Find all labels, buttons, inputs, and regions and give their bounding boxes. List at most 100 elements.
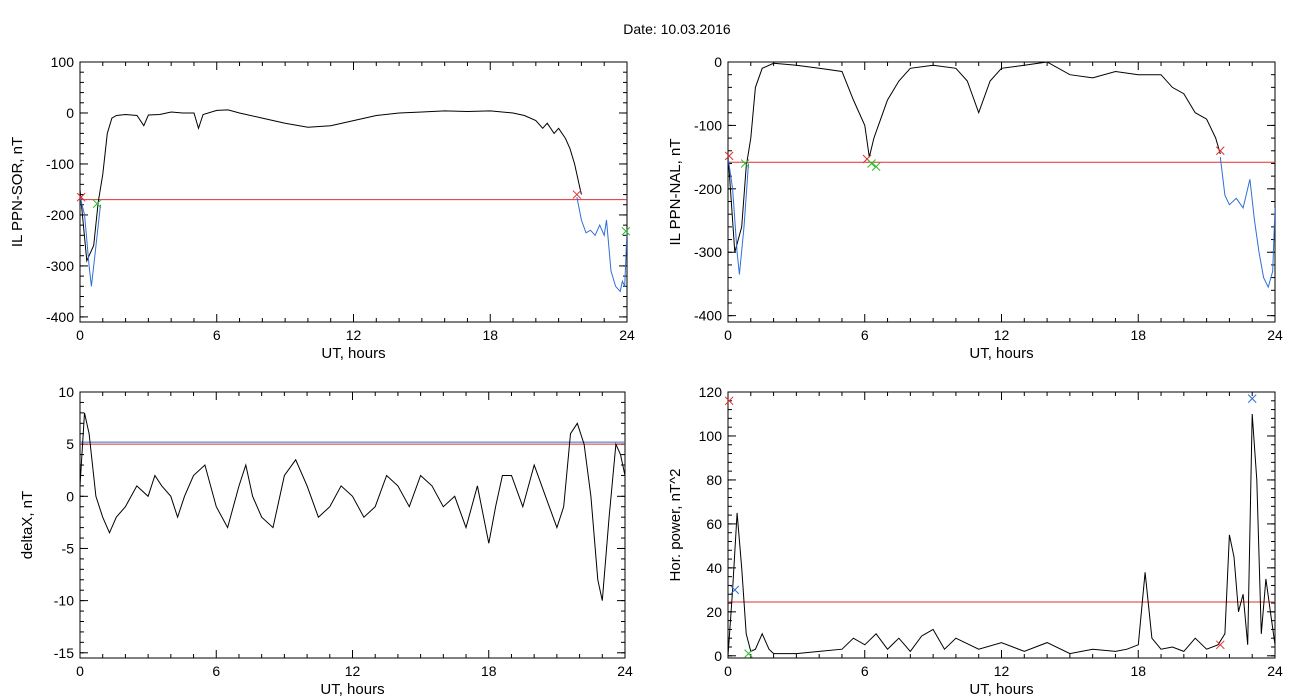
data-marker: [744, 649, 753, 658]
marker-stroke: [92, 199, 102, 209]
x-tick-label: 6: [861, 663, 869, 679]
x-tick-label: 0: [724, 327, 732, 343]
data-marker: [1215, 640, 1225, 650]
x-tick-label: 18: [1130, 663, 1146, 679]
y-tick-label: -10: [54, 593, 74, 609]
y-tick-label: 10: [58, 384, 74, 400]
series-line: [728, 413, 1275, 656]
y-tick-label: -15: [54, 645, 74, 661]
data-marker: [621, 226, 631, 236]
y-tick-label: -5: [62, 540, 75, 556]
marker-stroke: [744, 649, 753, 658]
y-tick-label: -200: [46, 207, 74, 223]
y-tick-label: -300: [694, 244, 722, 260]
data-marker: [724, 396, 734, 406]
panel-bottom-left: 0 6 12 18 24 10 5 0 -5 -10 -15 UT, hours deltaX, nT: [19, 384, 633, 698]
data-marker: [867, 159, 876, 168]
panel-top-right: 0 6 12 18 24 0 -100 -200 -300 -400 UT, hours IL PPN…: [667, 54, 1283, 362]
marker-stroke: [572, 190, 582, 199]
marker-stroke: [740, 159, 750, 168]
x-tick-label: 18: [481, 663, 497, 679]
x-tick-label: 12: [346, 327, 362, 343]
y-tick-label: 80: [706, 472, 722, 488]
x-tick-label: 6: [861, 327, 869, 343]
marker-stroke: [871, 162, 881, 171]
y-tick-label: -100: [694, 117, 722, 133]
x-tick-label: 0: [76, 663, 84, 679]
x-axis-label: UT, hours: [321, 345, 385, 362]
plot-frame: [79, 391, 626, 659]
y-tick-label: -400: [46, 309, 74, 325]
series-line: [728, 62, 1221, 253]
y-tick-label: -200: [694, 181, 722, 197]
series-line: [576, 197, 627, 293]
series-line: [80, 109, 582, 263]
x-tick-label: 12: [994, 663, 1010, 679]
y-tick-label: 100: [51, 54, 75, 70]
marker-stroke: [1215, 640, 1225, 650]
data-marker: [1247, 394, 1257, 403]
y-tick-label: 100: [699, 428, 723, 444]
y-tick-label: -100: [46, 156, 74, 172]
data-marker: [1215, 146, 1225, 156]
x-axis-label: UT, hours: [320, 681, 384, 698]
series-line: [728, 157, 749, 275]
marker-stroke: [621, 226, 631, 236]
x-tick-label: 18: [482, 327, 498, 343]
series-line: [80, 412, 625, 601]
x-tick-label: 24: [1267, 327, 1283, 343]
y-tick-label: 20: [706, 604, 722, 620]
x-tick-label: 6: [213, 327, 221, 343]
panel-bottom-right: 0 6 12 18 24 120 100 80 60 40 20 0 UT, hours Hor. pow…: [667, 384, 1283, 698]
x-tick-label: 24: [617, 663, 633, 679]
marker-stroke: [862, 154, 872, 164]
data-marker: [572, 190, 582, 199]
marker-stroke: [1247, 394, 1257, 403]
marker-stroke: [1215, 146, 1225, 156]
marker-stroke: [76, 192, 86, 202]
x-tick-label: 0: [76, 327, 84, 343]
series-line: [1219, 157, 1275, 289]
data-marker: [871, 162, 881, 171]
y-axis-label: Hor. power, nT^2: [667, 469, 684, 582]
data-marker: [92, 199, 102, 209]
data-marker: [76, 192, 86, 202]
x-tick-label: 0: [724, 663, 732, 679]
marker-stroke: [730, 585, 740, 595]
y-tick-label: 120: [699, 384, 723, 400]
x-tick-label: 6: [212, 663, 220, 679]
y-axis-label: deltaX, nT: [19, 491, 36, 559]
y-tick-label: 0: [66, 105, 74, 121]
y-tick-label: 40: [706, 560, 722, 576]
x-axis-label: UT, hours: [969, 345, 1033, 362]
y-tick-label: -300: [46, 258, 74, 274]
marker-stroke: [724, 151, 734, 161]
marker-stroke: [724, 396, 734, 406]
x-tick-label: 24: [619, 327, 635, 343]
marker-stroke: [867, 159, 876, 168]
y-tick-label: 60: [706, 516, 722, 532]
series-line: [80, 196, 101, 287]
x-tick-label: 12: [345, 663, 361, 679]
data-marker: [740, 159, 750, 168]
plot-frame: [727, 61, 1276, 323]
y-tick-label: 5: [66, 436, 74, 452]
panel-top-left: 0 6 12 18 24 100 0 -100 -200 -300 -400 UT, hours IL …: [9, 54, 635, 362]
x-tick-label: 12: [994, 327, 1010, 343]
plot-frame: [79, 61, 628, 323]
data-marker: [724, 151, 734, 161]
y-tick-label: -400: [694, 308, 722, 324]
y-tick-label: 0: [714, 648, 722, 664]
x-tick-label: 18: [1130, 327, 1146, 343]
figure-title: Date: 10.03.2016: [623, 21, 731, 37]
x-axis-label: UT, hours: [969, 681, 1033, 698]
y-tick-label: 0: [714, 54, 722, 70]
data-marker: [730, 585, 740, 595]
x-tick-label: 24: [1267, 663, 1283, 679]
y-tick-label: 0: [66, 488, 74, 504]
plot-frame: [727, 391, 1276, 659]
y-axis-label: IL PPN-SOR, nT: [9, 137, 26, 247]
